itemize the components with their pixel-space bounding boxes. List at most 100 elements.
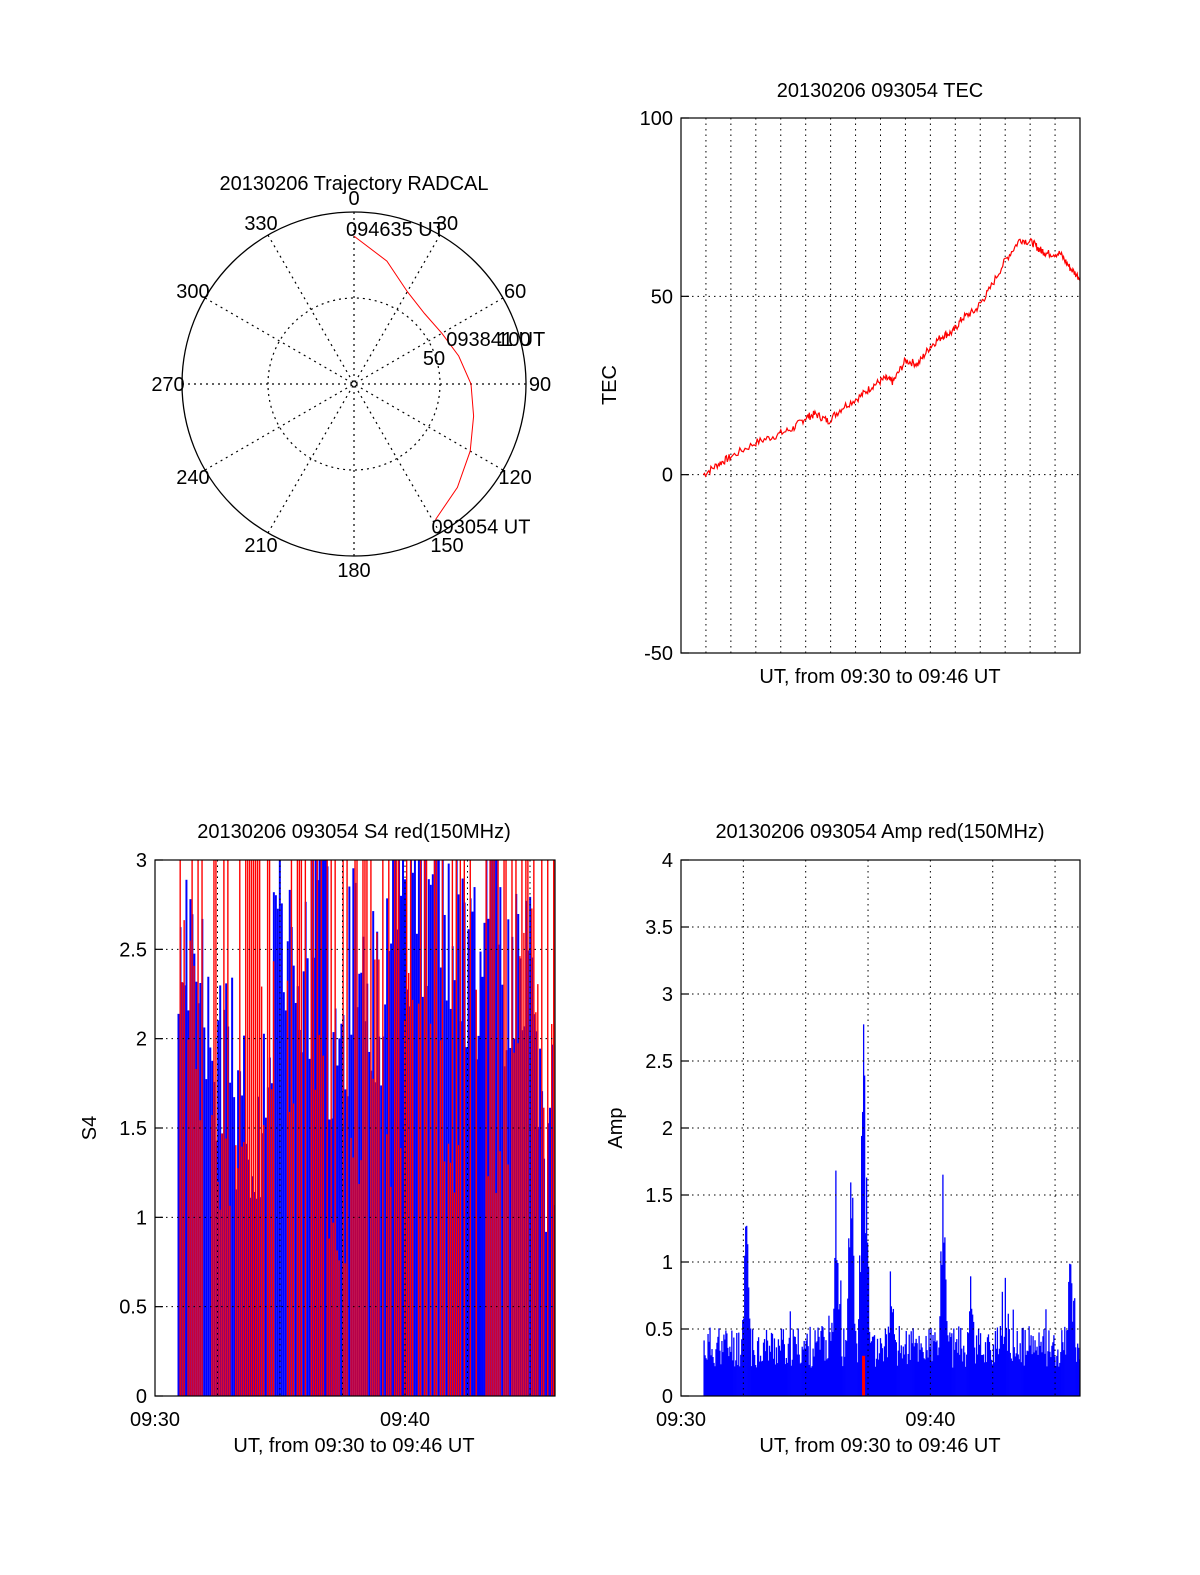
s4-red-bar bbox=[300, 860, 303, 1396]
s4-red-bar bbox=[521, 860, 523, 1396]
s4-blue-bar bbox=[344, 1089, 347, 1396]
s4-blue-bar bbox=[415, 933, 418, 1396]
s4-red-bar bbox=[336, 1250, 338, 1396]
s4-blue-bar bbox=[207, 976, 210, 1396]
amp-blue-bar bbox=[861, 1135, 863, 1396]
s4-red-bar bbox=[254, 860, 257, 1396]
amp-blue-bar bbox=[956, 1339, 958, 1396]
amp-blue-bar bbox=[1059, 1362, 1061, 1396]
amp-blue-bar bbox=[913, 1346, 915, 1396]
amp-blue-bar bbox=[812, 1348, 814, 1396]
amp-blue-bar bbox=[794, 1336, 796, 1396]
amp-blue-bar bbox=[816, 1341, 818, 1396]
s4-red-bar bbox=[256, 860, 259, 1396]
amp-blue-bar bbox=[957, 1352, 959, 1396]
amp-blue-bar bbox=[817, 1327, 819, 1396]
s4-red-bar bbox=[211, 1115, 213, 1396]
amp-blue-bar bbox=[962, 1361, 964, 1396]
amp-y-axis-label: Amp bbox=[605, 1107, 627, 1148]
polar-angle-label: 60 bbox=[504, 281, 526, 303]
y-tick-label: 0.5 bbox=[119, 1297, 147, 1319]
s4-blue-bar bbox=[203, 1027, 206, 1396]
amp-blue-bar bbox=[801, 1346, 803, 1396]
s4-red-bar bbox=[358, 1183, 360, 1396]
amp-blue-bar bbox=[993, 1362, 996, 1396]
amp-blue-bar bbox=[858, 1319, 860, 1396]
s4-blue-bar bbox=[447, 863, 450, 1396]
amp-blue-bar bbox=[1024, 1330, 1026, 1396]
amp-blue-bar bbox=[750, 1328, 752, 1396]
amp-blue-bar bbox=[983, 1362, 986, 1396]
s4-red-bar bbox=[219, 1209, 221, 1396]
s4-red-bar bbox=[253, 860, 255, 1396]
amp-blue-bar bbox=[944, 1237, 946, 1396]
s4-blue-bar bbox=[231, 977, 234, 1396]
amp-blue-bar bbox=[915, 1338, 917, 1396]
s4-red-bar bbox=[439, 1040, 442, 1396]
amp-blue-bar bbox=[961, 1348, 963, 1396]
amp-blue-bar bbox=[711, 1349, 713, 1396]
polar-grid bbox=[181, 211, 527, 557]
s4-red-bar bbox=[197, 860, 199, 1396]
amp-blue-bar bbox=[937, 1355, 939, 1396]
amp-x-tick-labels: 09:30 09:40 bbox=[656, 1409, 955, 1431]
s4-red-bar bbox=[386, 1134, 388, 1396]
s4-blue-bar bbox=[445, 1000, 448, 1396]
amp-blue-bar bbox=[731, 1330, 733, 1396]
y-tick-label: 2 bbox=[136, 1029, 147, 1051]
s4-red-bar bbox=[292, 1103, 295, 1396]
amp-blue-bar bbox=[904, 1344, 906, 1396]
amp-x-tick-label: 09:40 bbox=[905, 1409, 955, 1431]
s4-blue-bar bbox=[205, 1079, 208, 1396]
s4-red-bar bbox=[390, 1186, 392, 1396]
s4-red-bar bbox=[523, 932, 525, 1396]
s4-red-bar bbox=[239, 860, 241, 1396]
s4-red-bar bbox=[489, 860, 491, 1396]
amp-blue-bar bbox=[859, 1255, 861, 1396]
s4-red-bar bbox=[213, 860, 215, 1396]
amp-blue-bar bbox=[958, 1326, 960, 1396]
s4-red-bar bbox=[356, 860, 358, 1396]
amp-blue-bar bbox=[872, 1336, 875, 1396]
amp-blue-bar bbox=[732, 1360, 734, 1396]
y-tick-label: 0 bbox=[662, 1386, 673, 1408]
s4-red-bar bbox=[419, 860, 422, 1396]
amp-blue-bar bbox=[746, 1225, 748, 1396]
s4-grid bbox=[155, 859, 555, 1397]
amp-blue-bar bbox=[1055, 1365, 1057, 1396]
y-tick-label: 1.5 bbox=[119, 1118, 147, 1140]
amp-blue-bar bbox=[786, 1362, 788, 1396]
amp-blue-bar bbox=[934, 1332, 936, 1396]
amp-blue-bar bbox=[860, 1272, 862, 1396]
polar-angle-label: 210 bbox=[244, 535, 277, 557]
amp-plot-frame bbox=[680, 859, 1081, 1397]
amp-blue-bar bbox=[703, 1340, 705, 1396]
amp-blue-bar bbox=[848, 1238, 850, 1396]
s4-red-bar bbox=[304, 860, 307, 1396]
s4-blue-bar bbox=[340, 1023, 343, 1396]
s4-red-bar bbox=[286, 980, 289, 1396]
amp-blue-bar bbox=[874, 1366, 877, 1396]
s4-red-bar bbox=[314, 1089, 316, 1396]
amp-blue-bar bbox=[1074, 1298, 1076, 1396]
amp-blue-bar bbox=[775, 1347, 778, 1396]
s4-red-bar bbox=[366, 860, 368, 1396]
amp-blue-bar bbox=[740, 1354, 742, 1396]
amp-blue-bar bbox=[1031, 1354, 1033, 1396]
s4-red-bar bbox=[346, 860, 348, 1396]
tec-line-plot: 20130206 093054 TEC -50 0 50 100 UT, from 0… bbox=[599, 80, 1081, 688]
amp-blue-bar bbox=[782, 1329, 785, 1396]
s4-red-bar bbox=[543, 1107, 545, 1396]
s4-red-bar bbox=[551, 1023, 553, 1396]
amp-blue-bar bbox=[804, 1348, 806, 1396]
amp-blue-bar bbox=[1036, 1346, 1038, 1396]
amp-blue-bar bbox=[821, 1326, 823, 1396]
s4-blue-bar bbox=[384, 1004, 387, 1396]
amp-blue-bar bbox=[1061, 1330, 1063, 1396]
amp-blue-bar bbox=[966, 1354, 968, 1396]
y-tick-label: 1 bbox=[662, 1252, 673, 1274]
amp-blue-bar bbox=[795, 1344, 797, 1396]
amp-blue-bar bbox=[902, 1346, 904, 1396]
amp-blue-bar bbox=[985, 1362, 988, 1396]
y-tick-label: 0 bbox=[136, 1386, 147, 1408]
